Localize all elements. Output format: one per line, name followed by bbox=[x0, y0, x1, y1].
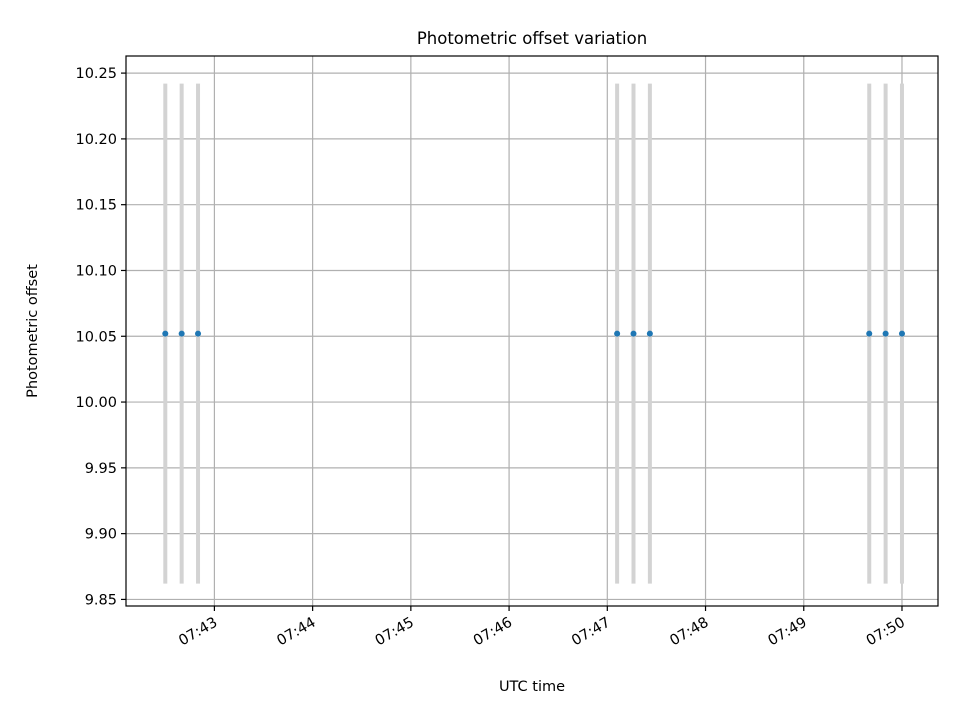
data-point bbox=[646, 330, 653, 337]
y-tick-label: 10.15 bbox=[75, 198, 117, 214]
data-point bbox=[866, 330, 873, 337]
data-point bbox=[195, 330, 202, 337]
data-point bbox=[898, 330, 905, 337]
y-tick-label: 9.85 bbox=[85, 592, 117, 608]
x-tick-label: 07:43 bbox=[176, 615, 220, 650]
x-tick-label: 07:47 bbox=[569, 615, 613, 650]
x-tick-label: 07:50 bbox=[864, 615, 908, 650]
data-point bbox=[882, 330, 889, 337]
y-tick-label: 10.10 bbox=[75, 263, 117, 279]
x-tick-label: 07:49 bbox=[766, 615, 810, 650]
y-tick-label: 10.00 bbox=[75, 395, 117, 411]
plot-frame bbox=[125, 55, 939, 607]
x-tick-label: 07:48 bbox=[667, 615, 711, 650]
y-axis-ticks: 9.85 9.90 9.95 10.00 10.05 10.10 10.15 10.20 10.… bbox=[75, 66, 126, 608]
data-point bbox=[630, 330, 637, 337]
data-point bbox=[178, 330, 185, 337]
y-tick-label: 10.25 bbox=[75, 66, 117, 82]
x-tick-label: 07:44 bbox=[274, 615, 318, 650]
grid bbox=[126, 56, 938, 606]
chart-title: Photometric offset variation bbox=[417, 29, 647, 48]
error-bars bbox=[163, 83, 904, 584]
y-tick-label: 10.20 bbox=[75, 132, 117, 148]
data-point bbox=[614, 330, 621, 337]
y-tick-label: 10.05 bbox=[75, 329, 117, 345]
data-points bbox=[162, 330, 905, 337]
y-tick-label: 9.95 bbox=[85, 461, 117, 477]
y-tick-label: 9.90 bbox=[85, 527, 117, 543]
x-axis-label: UTC time bbox=[499, 679, 565, 695]
x-axis-ticks: 07:43 07:44 07:45 07:46 07:47 07:48 07:49 07:50 bbox=[176, 606, 908, 649]
x-tick-label: 07:45 bbox=[373, 615, 417, 650]
data-point bbox=[162, 330, 169, 337]
x-tick-label: 07:46 bbox=[471, 615, 515, 650]
y-axis-label: Photometric offset bbox=[25, 264, 41, 398]
